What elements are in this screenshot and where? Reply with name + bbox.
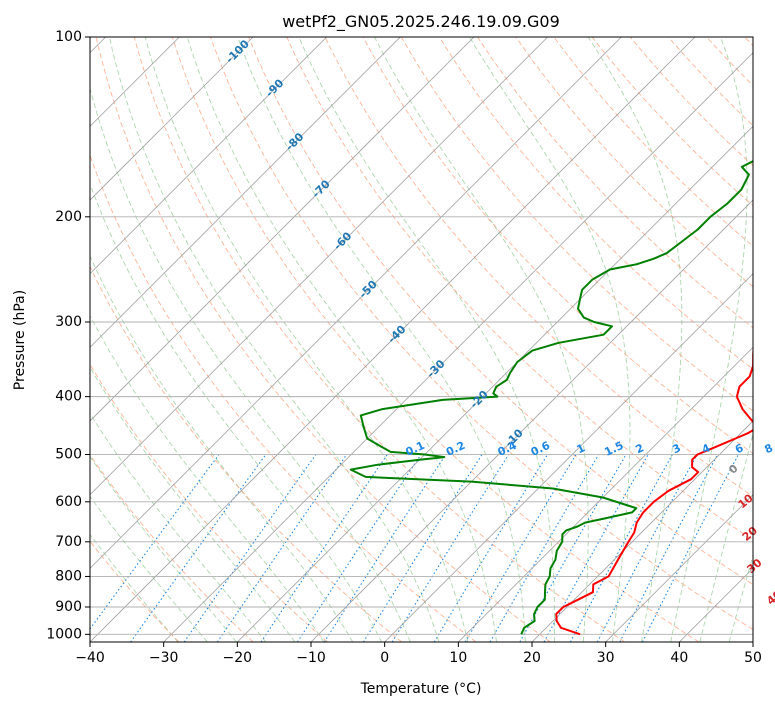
dry-adiabat (515, 37, 753, 288)
y-tick-label: 900 (55, 599, 82, 615)
mixing-ratio-line (90, 454, 220, 630)
mixing-ratio-line (519, 454, 627, 642)
mixing-ratio-line (596, 454, 698, 642)
isotherm-line (237, 125, 753, 642)
mixing-ratio-line (433, 454, 548, 642)
x-axis-ticks: −40 −30 −20 −10 0 10 20 30 40 50 (75, 642, 762, 666)
isotherm-line (531, 420, 753, 642)
moist-adiabat (374, 37, 589, 642)
moist-adiabat (728, 554, 753, 642)
moist-adiabat (90, 86, 411, 642)
dry-adiabat-label: 40 (764, 588, 775, 608)
y-tick-label: 400 (55, 389, 82, 405)
x-tick-label: 40 (670, 650, 688, 666)
x-tick-label: −40 (75, 650, 105, 666)
isotherm-line (310, 199, 753, 642)
mixing-ratio-line (489, 454, 600, 642)
isotherm-line (90, 37, 327, 275)
isotherm-line (458, 346, 753, 642)
y-tick-label: 500 (55, 447, 82, 463)
moist-adiabat (237, 37, 526, 642)
y-tick-label: 800 (55, 568, 82, 584)
temperature-profile-line (555, 342, 753, 636)
plot-background (90, 37, 753, 642)
isotherm-line (90, 37, 548, 496)
moist-adiabat (670, 37, 748, 642)
isotherm-line (90, 37, 475, 422)
chart-title: wetPf2_GN05.2025.246.19.09.G09 (282, 12, 560, 32)
y-tick-label: 1000 (46, 626, 82, 642)
dry-adiabat (133, 37, 625, 642)
dry-adiabat (400, 37, 753, 412)
moist-adiabat (90, 412, 267, 642)
dewpoint-profile-line (349, 159, 753, 635)
mixing-ratio-line (130, 454, 267, 642)
mixing-ratio-line (569, 454, 673, 642)
dry-adiabat (90, 154, 477, 642)
x-tick-label: 30 (597, 650, 615, 666)
isotherm-line (605, 494, 753, 642)
y-axis-label: Pressure (hPa) (12, 290, 28, 390)
dry-adiabat (90, 454, 254, 642)
isotherm-line (90, 37, 401, 348)
mixing-ratio-line (464, 454, 577, 642)
isotherm-line (90, 37, 696, 642)
y-tick-label: 600 (55, 494, 82, 510)
isotherm-line (90, 37, 622, 569)
moist-adiabat (144, 37, 469, 642)
series-layer (349, 159, 753, 636)
mixing-ratio-line (260, 454, 388, 642)
mixing-ratio-line (216, 454, 348, 642)
x-tick-label: −30 (149, 650, 179, 666)
dry-adiabat (362, 37, 753, 454)
x-tick-label: −20 (223, 650, 253, 666)
dry-adiabat (286, 37, 753, 541)
mixing-ratio-line (323, 454, 447, 642)
dry-adiabat (629, 37, 753, 167)
dry-adiabat (210, 37, 753, 631)
y-axis-ticks: 100 200 300 400 500 600 700 800 900 1000 (46, 29, 90, 642)
moist-adiabat (699, 432, 753, 642)
moist-adiabat (90, 314, 325, 642)
moist-adiabat (298, 37, 555, 642)
y-tick-label: 700 (55, 534, 82, 550)
x-axis-label: Temperature (°C) (360, 681, 482, 697)
moist-adiabat (108, 37, 440, 642)
dry-adiabat (248, 37, 753, 585)
mixing-ratio-line (297, 454, 422, 642)
dry-adiabat (553, 37, 753, 247)
x-tick-label: −10 (296, 650, 326, 666)
dry-adiabat (90, 363, 328, 642)
isotherm-line (90, 37, 254, 201)
y-tick-label: 200 (55, 209, 82, 225)
moist-adiabat (469, 37, 631, 642)
moist-adiabat (90, 183, 382, 642)
dry-adiabat (95, 37, 551, 642)
y-tick-label: 300 (55, 314, 82, 330)
moist-adiabat (587, 37, 683, 642)
x-tick-label: 20 (523, 650, 541, 666)
mixing-ratio-line (183, 454, 317, 642)
x-tick-label: 50 (744, 650, 762, 666)
x-tick-label: 0 (380, 650, 389, 666)
dry-adiabat (90, 265, 402, 642)
dry-adiabat (324, 37, 753, 497)
moist-adiabat (90, 455, 237, 642)
plot-frame (89, 36, 754, 643)
isotherm-line (163, 52, 753, 642)
x-tick-label: 10 (449, 650, 467, 666)
isotherm-line (384, 273, 753, 642)
y-tick-label: 100 (55, 29, 82, 45)
